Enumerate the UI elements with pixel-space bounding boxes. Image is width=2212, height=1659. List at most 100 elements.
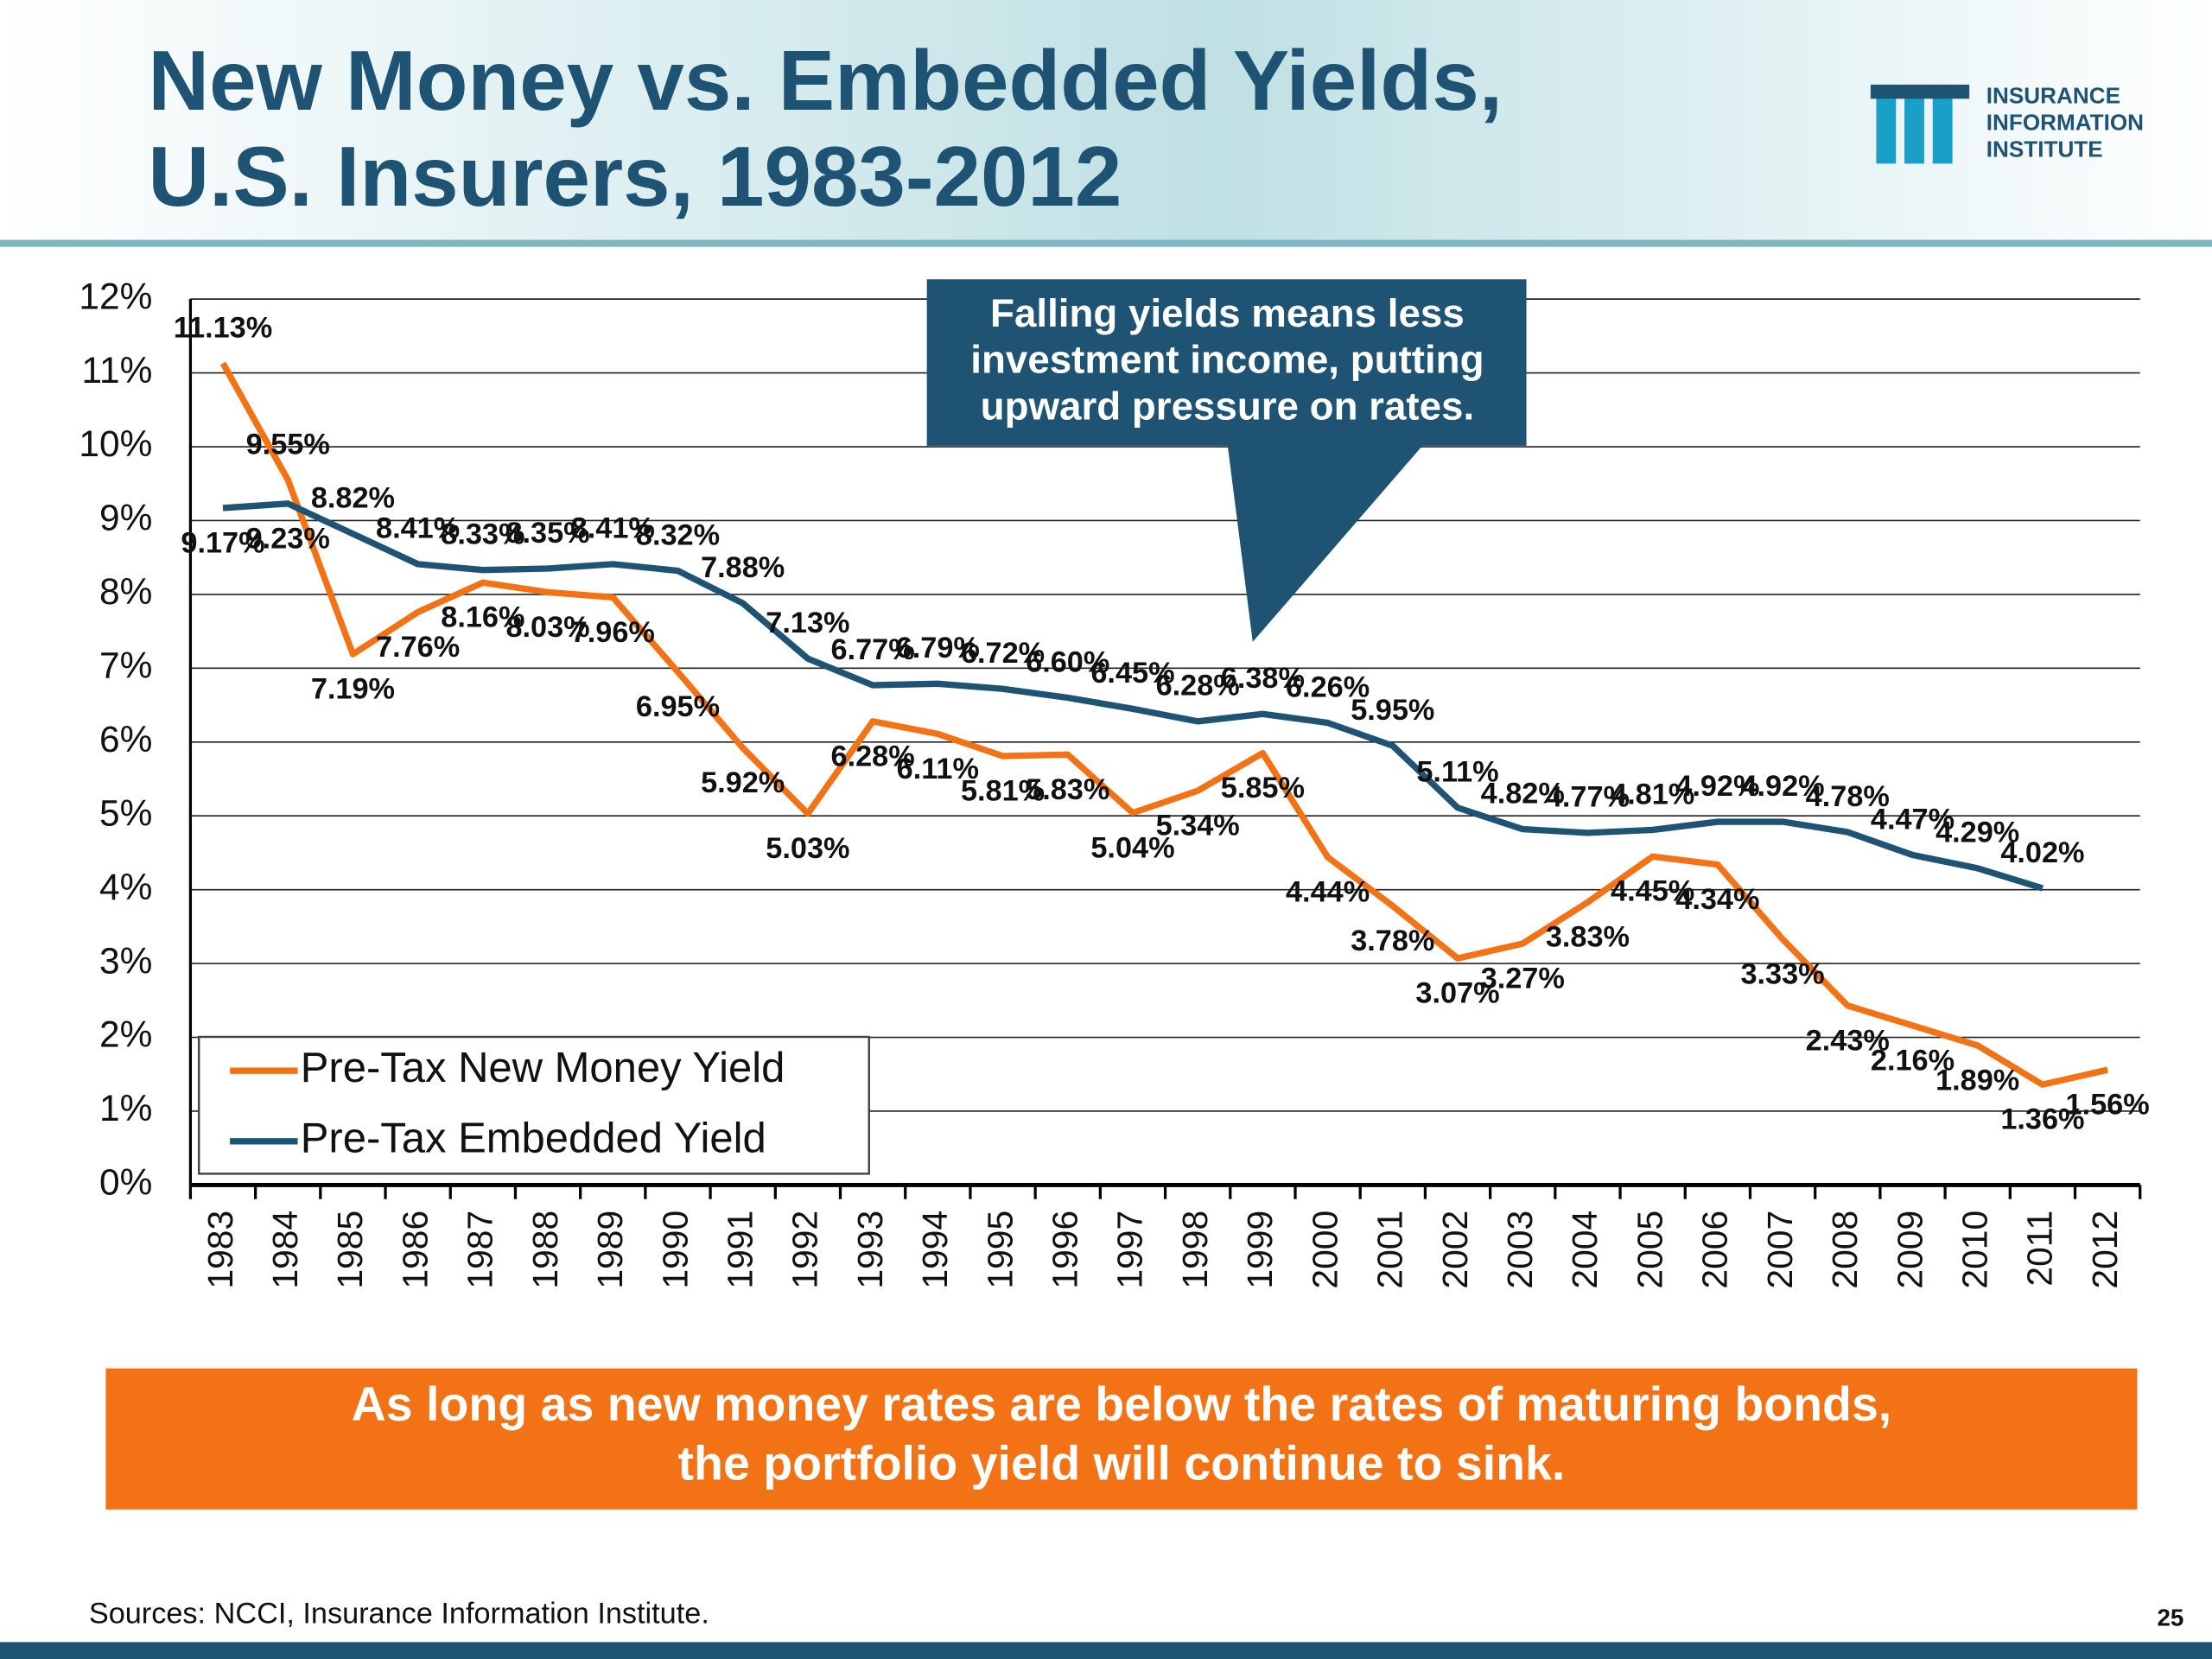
- y-tick-label: 7%: [99, 645, 152, 686]
- x-tick-label: 2000: [1305, 1211, 1344, 1289]
- data-label: 11.13%: [174, 311, 272, 344]
- x-tick-label: 2012: [2085, 1211, 2125, 1289]
- logo-text: INSTITUTE: [1986, 137, 2103, 162]
- data-label: 6.11%: [897, 753, 979, 785]
- x-tick-label: 1991: [720, 1211, 760, 1289]
- x-tick-label: 2009: [1890, 1211, 1929, 1289]
- data-label: 6.72%: [961, 637, 1045, 670]
- data-label: 5.03%: [766, 832, 849, 865]
- data-label: 8.33%: [441, 518, 524, 551]
- source: Sources: NCCI, Insurance Information Ins…: [89, 1597, 709, 1630]
- logo-text: INSURANCE: [1986, 83, 2120, 109]
- callout-text: investment income, putting: [970, 338, 1484, 382]
- data-label: 7.19%: [311, 673, 395, 706]
- data-label: 8.32%: [636, 518, 720, 551]
- banner-text: As long as new money rates are below the…: [352, 1377, 1892, 1431]
- plot: 0% 1% 2% 3% 4% 5% 6% 7% 8% 9% 10% 11% 12% 1983 1984 198…: [79, 276, 2149, 1288]
- data-label: 4.34%: [1675, 883, 1759, 916]
- y-tick-label: 1%: [99, 1088, 152, 1128]
- data-label: 6.60%: [1026, 645, 1109, 678]
- data-label: 9.23%: [246, 522, 330, 555]
- data-label: 3.78%: [1351, 925, 1434, 957]
- data-label: 6.26%: [1286, 671, 1370, 703]
- series-line: [219, 361, 2108, 1088]
- x-tick-label: 1986: [395, 1211, 435, 1289]
- x-tick-label: 1996: [1046, 1211, 1085, 1289]
- data-label: 5.04%: [1090, 831, 1174, 864]
- y-tick-label: 4%: [99, 867, 152, 907]
- footer-bar: [0, 1642, 2212, 1659]
- y-tick-label: 6%: [99, 719, 152, 760]
- y-tick-label: 11%: [82, 350, 153, 391]
- data-label: 4.44%: [1286, 876, 1370, 909]
- data-label: 4.29%: [1936, 817, 2019, 849]
- page-number: 25: [2157, 1605, 2183, 1631]
- x-tick-label: 2002: [1435, 1211, 1475, 1289]
- data-label: 8.82%: [311, 482, 395, 515]
- header-bg: [0, 0, 2212, 247]
- callout: Falling yields means less investment inc…: [926, 279, 1527, 642]
- x-tick-label: 1983: [200, 1211, 240, 1289]
- data-label: 5.83%: [1026, 773, 1109, 806]
- data-label: 4.77%: [1546, 781, 1630, 814]
- data-label: 1.36%: [2000, 1103, 2084, 1136]
- x-tick-label: 1990: [655, 1211, 695, 1289]
- data-label: 5.81%: [961, 775, 1045, 808]
- x-tick-label: 1987: [461, 1211, 500, 1289]
- y-tick-label: 8%: [99, 571, 152, 612]
- y-tick-label: 10%: [79, 423, 152, 464]
- data-label: 4.92%: [1675, 770, 1759, 803]
- x-tick-label: 1998: [1175, 1211, 1215, 1289]
- y-tick-label: 3%: [99, 940, 152, 981]
- x-tick-label: 2001: [1370, 1211, 1410, 1289]
- legend-label: Pre-Tax New Money Yield: [301, 1045, 785, 1091]
- data-label: 6.79%: [896, 632, 980, 664]
- data-label: 5.34%: [1156, 810, 1240, 842]
- data-label: 6.28%: [1156, 670, 1240, 702]
- data-label: 3.27%: [1481, 963, 1565, 995]
- data-label: 1.56%: [2066, 1089, 2150, 1122]
- x-tick-label: 1993: [850, 1211, 890, 1289]
- series-line: [222, 500, 2044, 892]
- x-tick-label: 1985: [330, 1211, 370, 1289]
- data-label: 1.89%: [1936, 1064, 2019, 1096]
- x-tick-label: 1997: [1110, 1211, 1150, 1289]
- data-label: 7.13%: [766, 607, 849, 639]
- title: U.S. Insurers, 1983-2012: [148, 129, 1122, 224]
- x-tick-label: 2011: [2020, 1211, 2060, 1287]
- data-label: 6.95%: [636, 690, 720, 723]
- data-label: 6.28%: [831, 740, 915, 772]
- x-tick-label: 2010: [1955, 1211, 1994, 1289]
- x-tick-label: 1995: [980, 1211, 1020, 1289]
- data-label: 5.92%: [701, 766, 785, 799]
- data-label: 4.92%: [1740, 770, 1824, 803]
- x-tick-label: 2007: [1760, 1211, 1800, 1289]
- data-label: 7.76%: [376, 631, 460, 664]
- data-label: 8.16%: [441, 601, 524, 634]
- x-tick-label: 2008: [1825, 1211, 1865, 1289]
- data-label: 9.17%: [181, 526, 264, 559]
- y-tick-label: 2%: [99, 1014, 152, 1055]
- callout-text: upward pressure on rates.: [981, 385, 1474, 429]
- x-tick-label: 1984: [265, 1211, 305, 1289]
- data-label: 3.07%: [1415, 977, 1499, 1010]
- data-label: 3.83%: [1546, 921, 1630, 954]
- data-label: 6.77%: [831, 633, 915, 666]
- data-label: 5.95%: [1351, 694, 1434, 727]
- data-label: 8.03%: [505, 611, 589, 644]
- logo-text: INFORMATION: [1986, 110, 2144, 136]
- data-label: 4.45%: [1611, 875, 1694, 908]
- data-label: 4.78%: [1806, 780, 1890, 813]
- banner-text: the portfolio yield will continue to sin…: [678, 1437, 1566, 1491]
- x-tick-label: 2004: [1565, 1211, 1605, 1289]
- data-label: 4.81%: [1611, 778, 1694, 810]
- legend-box: [197, 1035, 870, 1175]
- data-label: 4.82%: [1481, 777, 1565, 810]
- x-tick-label: 1988: [525, 1211, 565, 1289]
- x-tick-label: 2006: [1695, 1211, 1735, 1289]
- data-label: 5.85%: [1221, 772, 1305, 804]
- x-tick-label: 1989: [590, 1211, 630, 1289]
- data-label: 6.45%: [1090, 657, 1174, 690]
- x-tick-label: 2005: [1630, 1211, 1669, 1289]
- callout-text: Falling yields means less: [990, 291, 1465, 335]
